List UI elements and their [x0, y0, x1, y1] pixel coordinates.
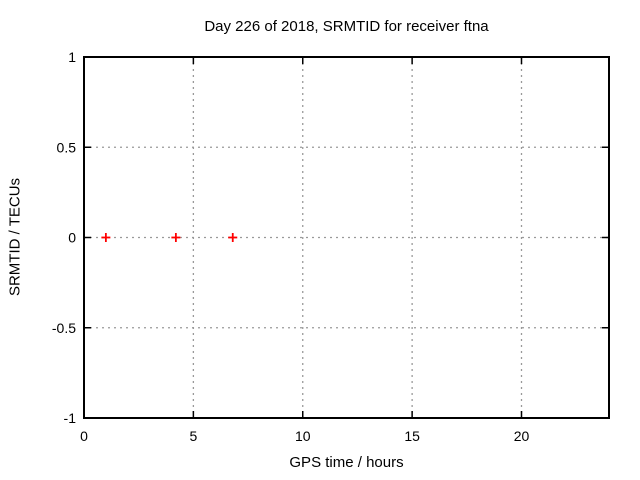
y-tick-label: 0.5 — [57, 139, 77, 155]
chart-title: Day 226 of 2018, SRMTID for receiver ftn… — [204, 18, 489, 35]
x-tick-label: 20 — [514, 428, 530, 444]
x-tick-label: 15 — [404, 428, 420, 444]
y-tick-label: -0.5 — [52, 320, 76, 336]
x-tick-label: 0 — [80, 428, 88, 444]
y-tick-label: -1 — [64, 410, 77, 426]
x-tick-label: 5 — [189, 428, 197, 444]
x-axis-label: GPS time / hours — [289, 454, 404, 471]
y-tick-label: 1 — [68, 49, 76, 65]
y-tick-label: 0 — [68, 230, 76, 246]
x-tick-label: 10 — [295, 428, 311, 444]
